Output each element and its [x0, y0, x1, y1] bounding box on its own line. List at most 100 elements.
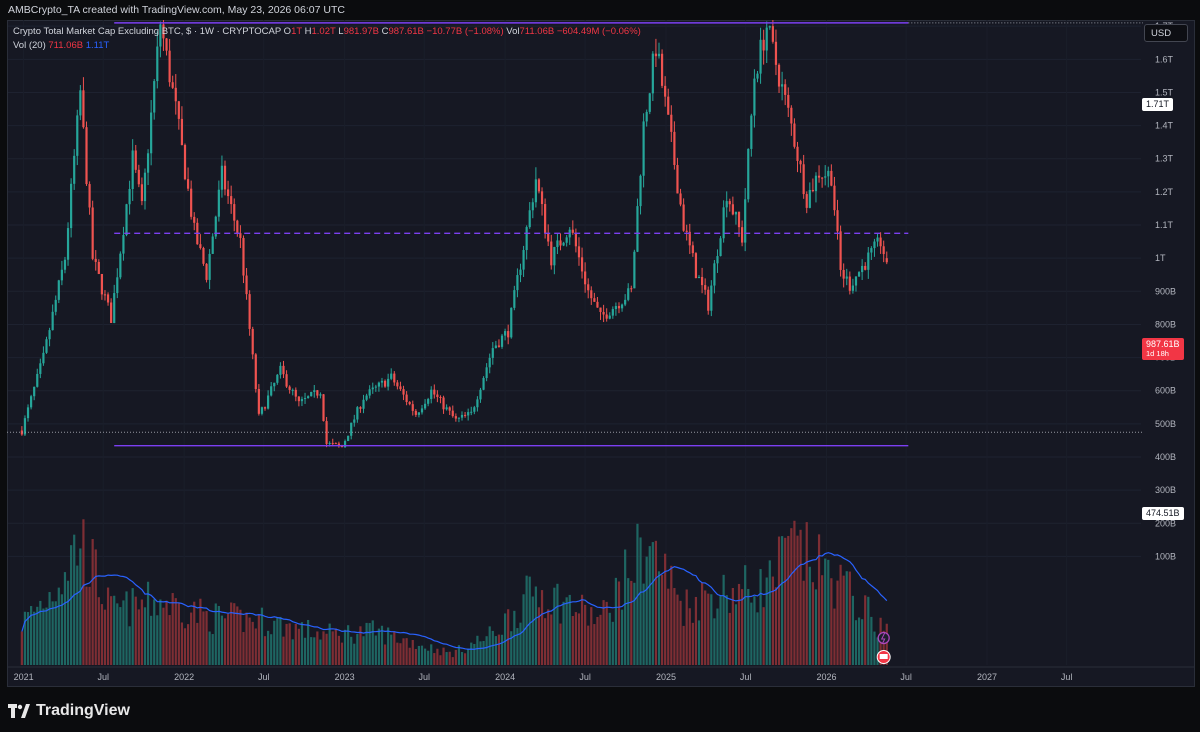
candle-body — [685, 230, 688, 232]
candle-body — [257, 389, 260, 414]
volume-bar — [226, 613, 230, 665]
candle-body — [753, 78, 756, 116]
volume-bar — [125, 591, 128, 665]
volume-bar — [568, 594, 571, 665]
legend-ohlc-row: Crypto Total Market Cap Excluding BTC, $… — [13, 25, 641, 39]
volume-bar — [156, 615, 159, 665]
x-tick-label: Jul — [900, 672, 912, 682]
candle-body — [660, 53, 664, 86]
candle-body — [448, 407, 451, 411]
candle-body — [223, 165, 227, 190]
candle-body — [393, 373, 396, 383]
volume-bar — [531, 596, 534, 665]
currency-button[interactable]: USD — [1144, 24, 1188, 42]
candle-body — [488, 357, 491, 368]
candle-body — [848, 276, 851, 291]
volume-bar — [700, 582, 704, 665]
volume-bar — [630, 580, 633, 665]
volume-bar — [51, 601, 54, 665]
volume-bar — [602, 600, 605, 665]
volume-bar — [654, 540, 658, 665]
chart-canvas[interactable]: 100B200B300B400B500B600B700B800B900B1T1.… — [7, 20, 1195, 687]
volume-bar — [482, 640, 485, 665]
volume-bar — [94, 549, 97, 665]
candle-body — [833, 185, 836, 211]
volume-bar — [387, 627, 390, 665]
candle-body — [682, 204, 685, 231]
last-price-tag: 987.61B 1d 18h — [1142, 338, 1184, 360]
candle-body — [741, 227, 744, 243]
volume-bar — [470, 642, 473, 665]
volume-bar — [303, 637, 307, 665]
candle-body — [854, 276, 858, 286]
candle-body — [233, 204, 236, 221]
candle-body — [319, 394, 322, 396]
legend-symbol: Crypto Total Market Cap Excluding BTC, $… — [13, 26, 282, 37]
volume-bar — [423, 648, 427, 665]
candle-body — [584, 271, 587, 285]
volume-bar — [491, 630, 494, 665]
volume-bar — [771, 576, 774, 665]
candle-body — [768, 26, 771, 28]
volume-bar — [525, 575, 528, 665]
volume-bar — [451, 657, 454, 665]
candle-body — [325, 421, 328, 444]
volume-bar — [596, 616, 599, 665]
candle-body — [467, 412, 470, 416]
candle-body — [334, 443, 337, 445]
volume-bar — [199, 598, 202, 665]
candle-body — [165, 38, 168, 51]
volume-bar — [854, 620, 858, 665]
volume-bar — [562, 601, 565, 665]
volume-bar — [383, 644, 387, 665]
volume-bar — [270, 634, 273, 665]
volume-bar — [430, 644, 433, 665]
lower-level-price-tag: 474.51B — [1142, 507, 1184, 520]
volume-bar — [362, 636, 365, 665]
volume-bar — [691, 622, 694, 665]
volume-bar — [768, 560, 771, 665]
volume-bar — [845, 571, 848, 665]
candle-body — [737, 211, 741, 228]
volume-bar — [190, 612, 193, 665]
volume-bar — [571, 616, 574, 665]
candle-body — [605, 314, 608, 319]
candle-body — [168, 50, 171, 83]
candle-body — [544, 204, 547, 234]
volume-bar — [103, 609, 107, 665]
candle-body — [793, 123, 796, 147]
volume-bar — [694, 596, 698, 665]
candle-body — [180, 118, 184, 145]
candle-body — [76, 115, 79, 156]
volume-bar — [276, 617, 279, 665]
volume-bar — [873, 631, 876, 665]
candle-body — [390, 373, 393, 379]
volume-bar — [390, 634, 393, 665]
chart-panel[interactable] — [7, 20, 1195, 687]
candle-body — [254, 354, 257, 390]
tradingview-footer[interactable]: TradingView — [8, 700, 130, 722]
volume-bar — [753, 596, 756, 665]
volume-bar — [202, 611, 205, 665]
volume-bar — [177, 602, 180, 665]
volume-bar — [722, 574, 725, 665]
candle-body — [36, 373, 39, 387]
candle-body — [408, 401, 411, 405]
candle-body — [347, 435, 350, 442]
volume-bar — [664, 553, 667, 665]
volume-bar — [128, 626, 131, 665]
y-tick-label: 1.6T — [1155, 54, 1174, 64]
volume-bar — [476, 635, 479, 665]
volume-bar — [254, 628, 257, 665]
candle-body — [614, 306, 618, 310]
candle-body — [639, 175, 642, 207]
volume-bar — [814, 589, 818, 665]
candle-body — [805, 194, 808, 208]
candle-body — [350, 422, 353, 436]
candle-body — [694, 253, 698, 279]
volume-bar — [334, 628, 337, 665]
volume-bar — [245, 612, 248, 665]
volume-bar — [784, 537, 787, 665]
volume-bar — [171, 593, 174, 665]
volume-bar — [57, 587, 60, 665]
